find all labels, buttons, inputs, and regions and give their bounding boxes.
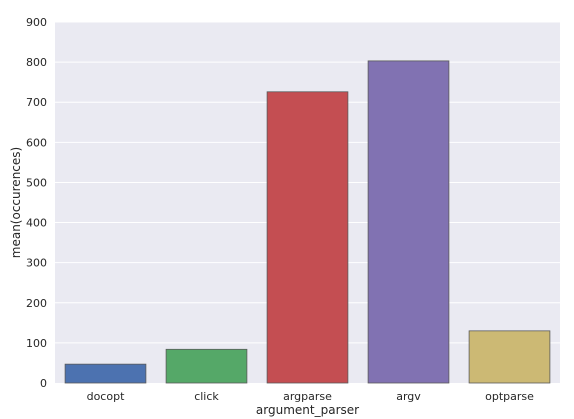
x-tick-label: argv	[396, 390, 421, 403]
x-axis-label: argument_parser	[256, 403, 359, 417]
y-tick-label: 700	[26, 96, 47, 109]
bar-click	[165, 348, 248, 384]
x-tick-labels: docopt click argparse argv optparse	[87, 390, 535, 403]
y-tick-label: 100	[26, 337, 47, 350]
y-tick-label: 800	[26, 56, 47, 69]
bar-docopt	[64, 363, 147, 384]
x-tick-label: argparse	[283, 390, 332, 403]
y-tick-label: 600	[26, 136, 47, 149]
y-tick-label: 900	[26, 16, 47, 29]
y-tick-label: 300	[26, 257, 47, 270]
y-tick-label: 0	[40, 377, 47, 390]
bar-optparse	[468, 330, 551, 384]
y-tick-label: 400	[26, 217, 47, 230]
y-tick-label: 200	[26, 297, 47, 310]
y-axis-label: mean(occurences)	[9, 147, 23, 258]
bar-argparse	[266, 91, 349, 384]
bar-argv	[367, 60, 450, 384]
y-tick-labels: 0 100 200 300 400 500 600 700 800 900	[26, 16, 47, 390]
x-tick-label: optparse	[485, 390, 534, 403]
bars	[64, 60, 551, 384]
x-tick-label: docopt	[87, 390, 125, 403]
y-tick-label: 500	[26, 176, 47, 189]
x-tick-label: click	[194, 390, 219, 403]
